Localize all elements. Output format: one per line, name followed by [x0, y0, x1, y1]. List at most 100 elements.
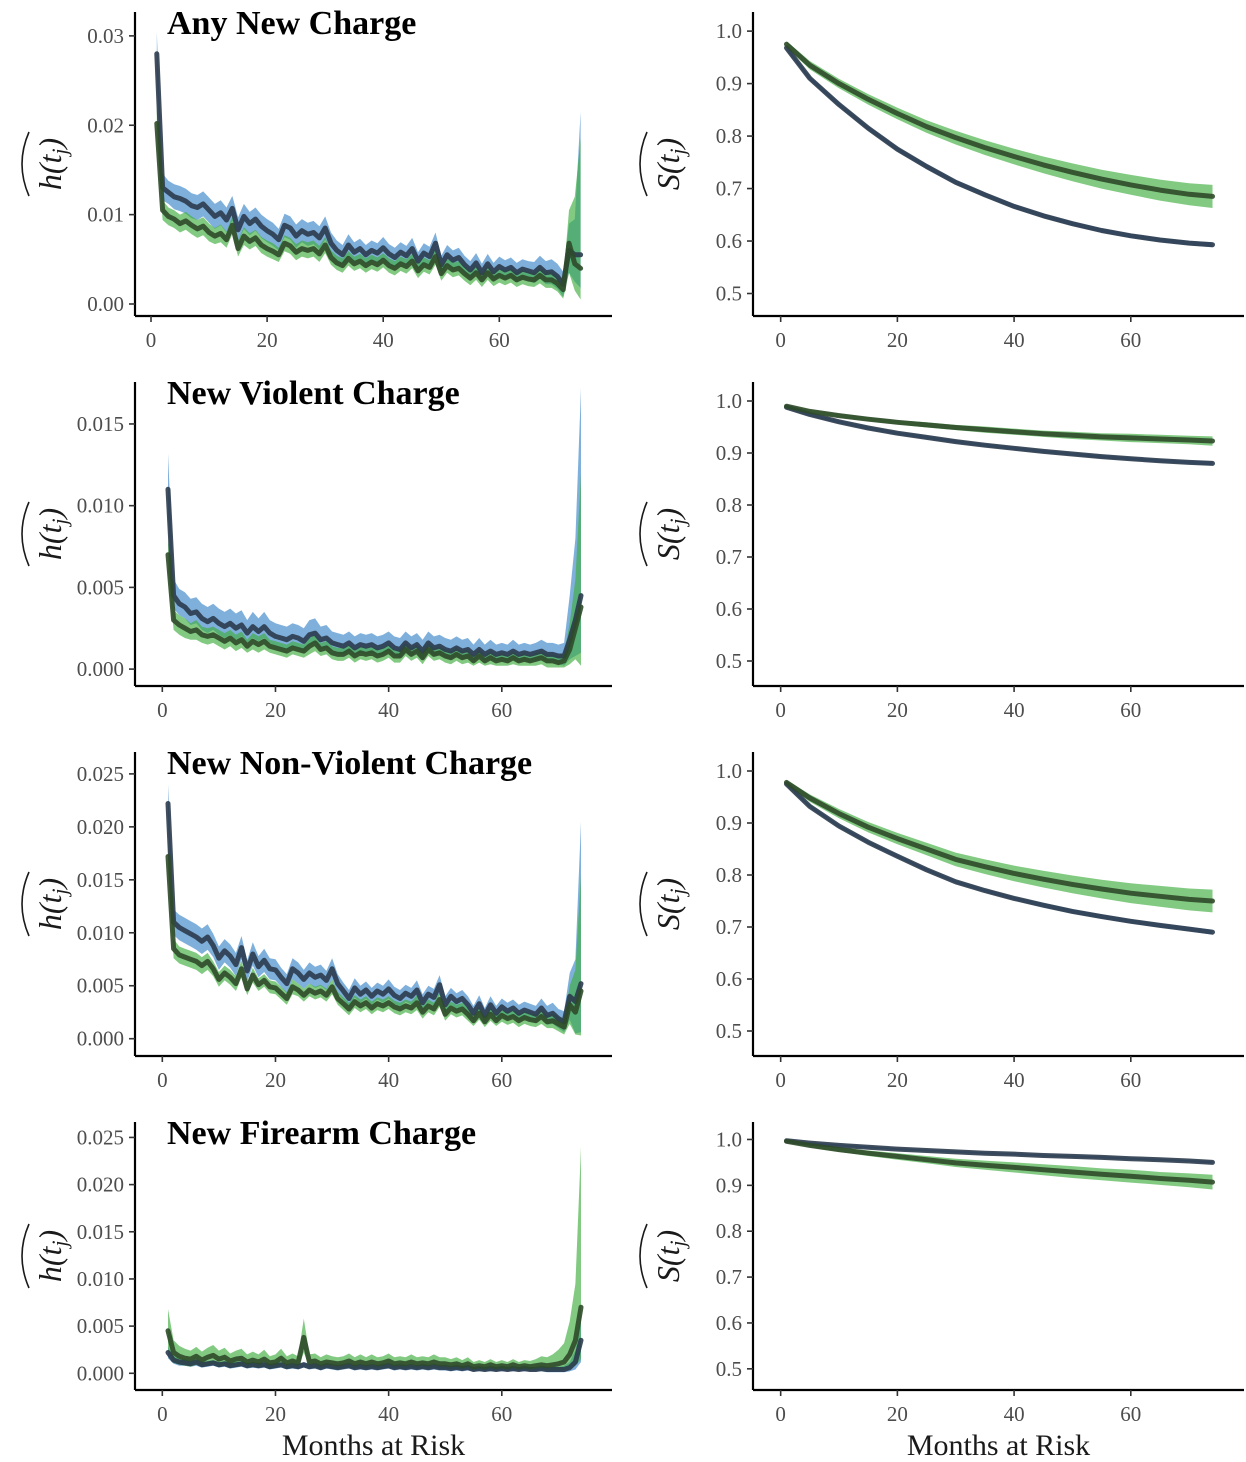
violent-hazard-ytick-label: 0.005: [77, 575, 124, 599]
nonviolent-survival-ytick-label: 0.5: [716, 1019, 742, 1043]
firearm-survival-xtick-label: 20: [887, 1402, 908, 1426]
any-survival-ylabel-hat: [639, 131, 648, 197]
violent-survival-panel: 0.5 0.6 0.7 0.8 0.9 1.0 0 20 40 60 S(tj): [639, 382, 1244, 722]
firearm-hazard-line-group_b: [165, 1304, 584, 1370]
firearm-hazard-xtick-label: 40: [378, 1402, 399, 1426]
any-survival-panel: 0.5 0.6 0.7 0.8 0.9 1.0 0 20 40 60 S(tj): [639, 12, 1244, 352]
nonviolent-hazard-ytick-label: 0.025: [77, 762, 124, 786]
any-hazard-xtick-label: 60: [489, 328, 510, 352]
violent-hazard-ylabel-hat: [21, 501, 30, 567]
firearm-survival-ytick-label: 1.0: [716, 1127, 742, 1151]
nonviolent-survival-ylabel: S(tj): [639, 871, 690, 937]
firearm-survival-xtick-label: 0: [775, 1402, 786, 1426]
any-survival-ribbon-group_b: [786, 41, 1213, 208]
firearm-survival-ytick-label: 0.6: [716, 1311, 742, 1335]
firearm-survival-xtick-label: 60: [1120, 1402, 1141, 1426]
violent-hazard-title: New Violent Charge: [167, 375, 460, 412]
violent-survival-xtick-label: 60: [1120, 698, 1141, 722]
nonviolent-hazard-xtick-label: 40: [378, 1068, 399, 1092]
any-hazard-ytick-label: 0.03: [87, 24, 124, 48]
nonviolent-hazard-line-group_b: [165, 854, 584, 1030]
firearm-hazard-ribbon-group_b: [168, 1146, 581, 1371]
firearm-hazard-ytick-label: 0.005: [77, 1314, 124, 1338]
violent-hazard-panel: 0.000 0.005 0.010 0.015 0 20 40 60 New Violent C…: [21, 375, 612, 722]
any-survival-xtick-label: 20: [887, 328, 908, 352]
firearm-hazard-ytick-label: 0.000: [77, 1361, 124, 1385]
any-survival-line-group_a: [784, 45, 1215, 248]
violent-survival-ylabel: S(tj): [639, 501, 690, 567]
nonviolent-survival-xtick-label: 0: [775, 1068, 786, 1092]
violent-survival-ytick-label: 0.9: [716, 441, 742, 465]
violent-survival-line-group_b: [784, 403, 1215, 444]
firearm-survival-ylabel: S(tj): [639, 1223, 690, 1289]
violent-hazard-ylabel-text: h(tj): [32, 508, 72, 560]
nonviolent-survival-ytick-label: 1.0: [716, 759, 742, 783]
nonviolent-hazard-xtick-label: 0: [157, 1068, 168, 1092]
firearm-hazard-panel: 0.000 0.005 0.010 0.015 0.020 0.025 0 20 40 60 New…: [21, 1115, 612, 1462]
firearm-survival-ytick-label: 0.7: [716, 1265, 742, 1289]
violent-survival-ytick-label: 0.7: [716, 545, 742, 569]
any-hazard-ylabel-text: h(tj): [32, 138, 72, 190]
firearm-survival-xtick-label: 40: [1004, 1402, 1025, 1426]
violent-survival-xtick-label: 40: [1004, 698, 1025, 722]
violent-hazard-ytick-label: 0.015: [77, 412, 124, 436]
any-hazard-ribbon-group_a: [156, 32, 581, 297]
nonviolent-hazard-ylabel: h(tj): [21, 871, 72, 937]
nonviolent-hazard-ytick-label: 0.015: [77, 868, 124, 892]
nonviolent-hazard-xtick-label: 20: [265, 1068, 286, 1092]
nonviolent-survival-panel: 0.5 0.6 0.7 0.8 0.9 1.0 0 20 40 60 S(tj): [639, 752, 1244, 1092]
violent-hazard-ylabel: h(tj): [21, 501, 72, 567]
violent-hazard-ytick-label: 0.010: [77, 494, 124, 518]
firearm-hazard-ytick-label: 0.020: [77, 1173, 124, 1197]
nonviolent-hazard-ytick-label: 0.000: [77, 1027, 124, 1051]
nonviolent-hazard-line-group_a: [165, 801, 584, 1025]
firearm-survival-line-group_a: [784, 1138, 1215, 1165]
any-hazard-xtick-label: 0: [146, 328, 157, 352]
firearm-survival-line-group_b: [784, 1138, 1215, 1185]
nonviolent-survival-ytick-label: 0.6: [716, 967, 742, 991]
firearm-survival-ytick-label: 0.9: [716, 1173, 742, 1197]
violent-survival-ytick-label: 0.6: [716, 597, 742, 621]
nonviolent-survival-xtick-label: 60: [1120, 1068, 1141, 1092]
firearm-survival-ylabel-text: S(tj): [650, 1230, 690, 1282]
nonviolent-hazard-ylabel-hat: [21, 871, 30, 937]
firearm-hazard-xtick-label: 0: [157, 1402, 168, 1426]
firearm-hazard-ylabel-text: h(tj): [32, 1230, 72, 1282]
violent-survival-ylabel-text: S(tj): [650, 508, 690, 560]
nonviolent-survival-ytick-label: 0.8: [716, 863, 742, 887]
violent-survival-xtick-label: 0: [775, 698, 786, 722]
nonviolent-survival-ribbon-group_a: [786, 782, 1213, 935]
nonviolent-hazard-title: New Non-Violent Charge: [167, 745, 532, 782]
firearm-hazard-xtick-label: 60: [491, 1402, 512, 1426]
nonviolent-survival-xtick-label: 20: [887, 1068, 908, 1092]
violent-hazard-xtick-label: 0: [157, 698, 168, 722]
nonviolent-hazard-panel: 0.000 0.005 0.010 0.015 0.020 0.025 0 20 40 60 New…: [21, 745, 612, 1092]
any-hazard-ribbon-group_b: [156, 107, 581, 300]
any-hazard-line-group_b: [154, 121, 584, 293]
nonviolent-survival-line-group_b: [784, 779, 1215, 904]
violent-hazard-line-group_b: [165, 552, 584, 666]
nonviolent-survival-ylabel-hat: [639, 871, 648, 937]
nonviolent-survival-ylabel-text: S(tj): [650, 878, 690, 930]
any-survival-line-group_b: [784, 41, 1215, 199]
any-survival-ytick-label: 0.6: [716, 229, 742, 253]
any-survival-xtick-label: 60: [1120, 328, 1141, 352]
nonviolent-hazard-ytick-label: 0.020: [77, 815, 124, 839]
firearm-hazard-ylabel-hat: [21, 1223, 30, 1289]
nonviolent-survival-line-group_a: [784, 781, 1215, 935]
nonviolent-hazard-ytick-label: 0.010: [77, 921, 124, 945]
firearm-hazard-line-group_a: [165, 1337, 584, 1372]
nonviolent-hazard-ylabel-text: h(tj): [32, 878, 72, 930]
firearm-hazard-ytick-label: 0.025: [77, 1125, 124, 1149]
violent-hazard-xtick-label: 60: [491, 698, 512, 722]
violent-survival-ytick-label: 0.5: [716, 649, 742, 673]
firearm-survival-ytick-label: 0.8: [716, 1219, 742, 1243]
any-survival-ytick-label: 0.8: [716, 124, 742, 148]
firearm-hazard-xtick-label: 20: [265, 1402, 286, 1426]
any-survival-ytick-label: 1.0: [716, 19, 742, 43]
any-hazard-xtick-label: 40: [373, 328, 394, 352]
any-survival-ytick-label: 0.7: [716, 177, 742, 201]
firearm-hazard-ylabel: h(tj): [21, 1223, 72, 1289]
any-survival-ytick-label: 0.9: [716, 72, 742, 96]
